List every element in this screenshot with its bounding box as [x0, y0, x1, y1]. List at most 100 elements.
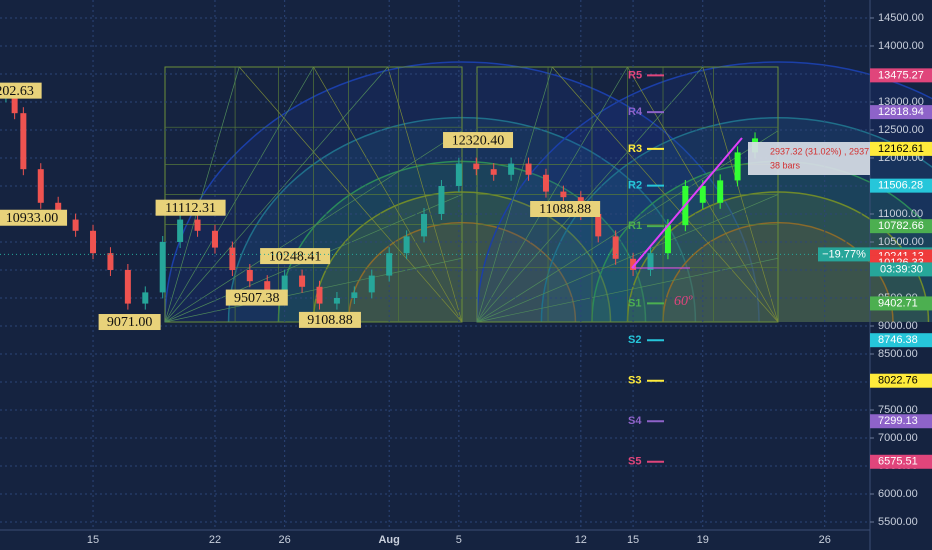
candle — [403, 236, 410, 254]
price-tag-label: 9402.71 — [878, 297, 918, 309]
candle — [177, 219, 184, 242]
price-tag-label: 12818.94 — [878, 106, 924, 118]
fan-line — [476, 66, 628, 323]
price-tag — [870, 105, 932, 120]
fan-line — [476, 257, 779, 323]
candle — [438, 185, 445, 214]
candle — [542, 174, 549, 192]
candle — [421, 213, 428, 237]
candle — [37, 169, 44, 203]
pivot-name: S5 — [628, 456, 641, 468]
price-tag — [870, 373, 932, 388]
x-tick-label: 15 — [627, 534, 639, 546]
pivot-name: S1 — [628, 297, 641, 309]
fan-line — [476, 194, 779, 323]
x-tick-label: 22 — [209, 534, 221, 546]
candle — [386, 253, 393, 276]
fan-line — [164, 66, 389, 323]
price-tag-label: 6575.51 — [878, 456, 918, 468]
price-note-box — [0, 209, 68, 226]
candle — [473, 163, 480, 170]
price-tag — [870, 178, 932, 193]
price-note: 12320.40 — [452, 133, 505, 148]
price-note-box — [260, 248, 331, 265]
candle — [90, 230, 97, 254]
price-tag — [870, 219, 932, 234]
candle — [525, 163, 532, 175]
fan-line — [238, 66, 463, 323]
fan-line — [476, 66, 704, 323]
candle — [612, 236, 619, 259]
candle — [20, 113, 27, 170]
candle — [11, 96, 18, 114]
trend-line — [631, 137, 743, 269]
pivot-name: S3 — [628, 375, 641, 387]
y-tick-label: 8500.00 — [878, 348, 918, 360]
x-tick-label: 26 — [819, 534, 831, 546]
y-tick-label: 11000.00 — [878, 208, 923, 220]
candle — [299, 275, 306, 287]
price-tag-label: 10782.66 — [878, 220, 924, 232]
y-tick-label: 5500.00 — [878, 516, 918, 528]
pivot-name: R4 — [628, 106, 643, 118]
x-tick-label: 12 — [575, 534, 587, 546]
price-note-box — [225, 289, 288, 306]
measure-bars: 38 bars — [770, 160, 801, 170]
price-note: 202.63 — [0, 84, 34, 99]
fan-line — [702, 66, 779, 323]
y-tick-label: 12500.00 — [878, 124, 924, 136]
price-change: −19.77% — [822, 248, 866, 260]
candle — [107, 253, 114, 270]
price-note: 11088.88 — [539, 202, 591, 217]
candle — [734, 152, 741, 181]
price-note: 9507.38 — [234, 291, 280, 306]
price-note: 10248.41 — [269, 249, 322, 264]
price-tag-label: 8022.76 — [878, 375, 918, 387]
candle — [508, 163, 515, 175]
fan-line — [164, 66, 240, 323]
pivot-name: R5 — [628, 69, 642, 81]
fan-line — [387, 66, 463, 323]
price-tag — [870, 141, 932, 156]
price-note-box — [298, 311, 361, 328]
countdown-box — [870, 262, 932, 277]
candle — [699, 185, 706, 203]
fan-line — [476, 66, 553, 323]
price-tag-label: 8746.38 — [878, 334, 918, 346]
price-note-box — [0, 82, 42, 99]
y-tick-label: 9000.00 — [878, 320, 918, 332]
y-tick-label: 14000.00 — [878, 40, 924, 52]
x-tick-label: Aug — [378, 534, 399, 546]
candle — [333, 297, 340, 304]
candle — [124, 269, 131, 304]
candle — [142, 292, 149, 304]
pivot-name: R3 — [628, 143, 642, 155]
y-tick-label: 13000.00 — [878, 96, 924, 108]
angle-label: 60º — [674, 294, 693, 309]
price-tag-label: 7299.13 — [878, 415, 918, 427]
x-tick-label: 5 — [456, 534, 462, 546]
change-box — [818, 247, 870, 262]
y-tick-label: 7500.00 — [878, 404, 918, 416]
candle — [229, 247, 236, 270]
price-tag — [870, 68, 932, 83]
candle — [351, 292, 358, 298]
countdown: 03:39:30 — [880, 263, 923, 275]
y-tick-label: 10500.00 — [878, 236, 924, 248]
price-note-box — [530, 201, 601, 218]
candle — [664, 225, 671, 254]
fan-line — [476, 130, 779, 323]
fan-line — [551, 66, 779, 323]
price-note-box — [155, 199, 226, 216]
y-tick-label: 7000.00 — [878, 432, 918, 444]
y-tick-label: 6000.00 — [878, 488, 918, 500]
fan-line — [164, 66, 314, 323]
price-tag — [870, 333, 932, 348]
price-tag-label: 12162.61 — [878, 143, 924, 155]
candle — [211, 230, 218, 248]
pivot-name: R2 — [628, 180, 642, 192]
candle — [560, 191, 567, 198]
candle — [717, 180, 724, 203]
